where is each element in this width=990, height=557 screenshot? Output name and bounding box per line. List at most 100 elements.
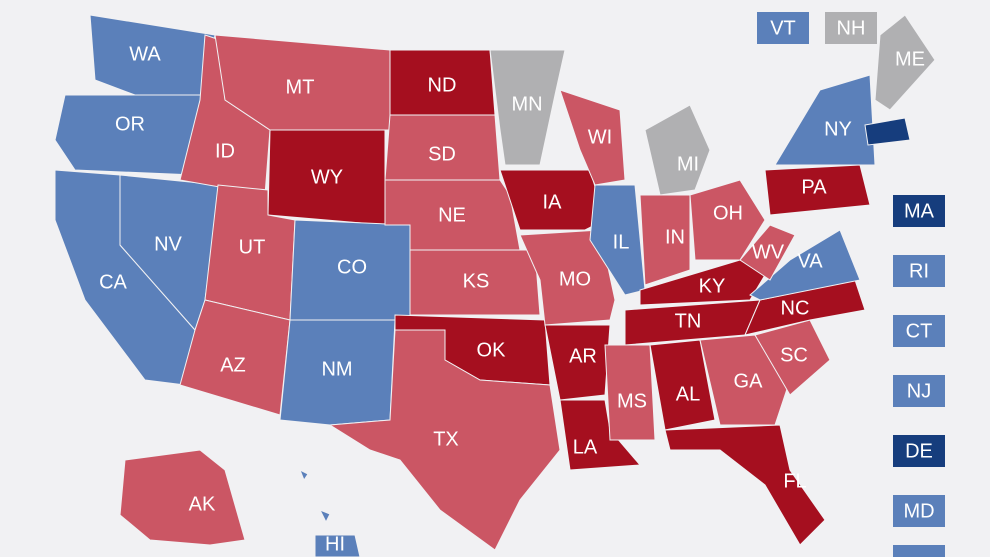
state-label: IL	[613, 231, 630, 253]
state-shape	[764, 164, 871, 216]
state-label: AL	[676, 383, 700, 405]
state: AZ	[179, 299, 291, 416]
state-label: GA	[734, 370, 764, 392]
state-label: OK	[477, 339, 507, 361]
state-label: NE	[438, 204, 466, 226]
box-label: DE	[905, 440, 933, 462]
state: AL	[649, 339, 716, 431]
state-box: MA	[893, 195, 945, 227]
state: IL	[589, 184, 646, 296]
state-label: TN	[675, 310, 702, 332]
state-label: CA	[99, 271, 127, 293]
state-label: CO	[337, 256, 367, 278]
state-label: HI	[325, 533, 345, 555]
state-label: WY	[311, 166, 343, 188]
state-label: OR	[115, 113, 145, 135]
state-label: OH	[713, 202, 743, 224]
state: WA	[89, 14, 216, 96]
state-label: ME	[895, 48, 925, 70]
state-box: NJ	[893, 375, 945, 407]
state-label: SC	[780, 344, 808, 366]
box-label: MD	[903, 500, 934, 522]
state-shape	[749, 229, 861, 301]
state: SD	[384, 114, 501, 181]
state: MI	[644, 104, 711, 196]
state: OR	[54, 94, 206, 176]
state-shape	[874, 14, 936, 111]
state-shape	[774, 74, 876, 166]
box-shape	[893, 375, 945, 407]
state-shape	[644, 104, 711, 196]
state: AR	[544, 324, 611, 401]
state-label: WI	[588, 126, 612, 148]
state: CO	[289, 219, 411, 321]
state-label: WA	[129, 43, 161, 65]
state-box: MD	[893, 495, 945, 527]
ma-shape	[864, 117, 911, 146]
box-shape	[893, 315, 945, 347]
state-label: IA	[543, 191, 563, 213]
state: HI	[314, 533, 361, 557]
state-shape	[409, 249, 541, 316]
state-label: KS	[463, 270, 490, 292]
state-label: FL	[783, 470, 806, 492]
state-shape	[589, 184, 646, 296]
box-label: RI	[909, 260, 929, 282]
state: NV	[119, 174, 221, 331]
box-shape	[757, 12, 809, 44]
state-box: VT	[757, 12, 809, 44]
state-label: NY	[824, 118, 852, 140]
state-shape	[699, 334, 791, 426]
state-label: LA	[573, 436, 598, 458]
state-label: ND	[428, 74, 457, 96]
state: WI	[559, 89, 626, 186]
box-shape	[893, 435, 945, 467]
state: SC	[754, 319, 831, 396]
state-label: UT	[239, 236, 266, 258]
box-label: VT	[770, 17, 796, 39]
state-shape	[739, 224, 796, 281]
state: TX	[328, 329, 561, 551]
state-label: NC	[781, 297, 810, 319]
state: MT	[214, 34, 391, 131]
state-label: ID	[215, 140, 235, 162]
hi-island	[318, 509, 331, 524]
state-label: NM	[321, 358, 352, 380]
state-shape	[639, 194, 691, 286]
state-shape	[649, 339, 716, 431]
box-label: NH	[837, 17, 866, 39]
state: NY	[774, 74, 876, 166]
state-label: AR	[569, 345, 597, 367]
state: ND	[389, 49, 496, 116]
state-shape	[119, 449, 246, 546]
state: ME	[874, 14, 936, 111]
state-label: MO	[559, 268, 591, 290]
state: NC	[744, 279, 866, 336]
state: LA	[559, 399, 642, 471]
state-shape	[544, 324, 611, 401]
state: MN	[489, 49, 566, 166]
state: AK	[119, 449, 246, 546]
state-label: KY	[699, 275, 726, 297]
state: KS	[409, 249, 541, 316]
state: WV	[739, 224, 796, 281]
state-shape	[754, 319, 831, 396]
state-label: MI	[677, 153, 699, 175]
state-shape	[604, 344, 656, 441]
state-label: TX	[433, 428, 459, 450]
state: IA	[499, 169, 606, 231]
hi-island	[299, 468, 309, 482]
state-label: AZ	[220, 354, 246, 376]
box-label: NJ	[907, 380, 931, 402]
state-shape	[314, 534, 361, 557]
state-label: AK	[189, 493, 216, 515]
state-label: VA	[797, 250, 823, 272]
state-shape	[489, 49, 566, 166]
state-box: NH	[825, 12, 877, 44]
state-box: DE	[893, 435, 945, 467]
state: FL	[664, 424, 826, 546]
box-shape	[825, 12, 877, 44]
state-box	[893, 545, 945, 557]
state-shape	[559, 89, 626, 186]
